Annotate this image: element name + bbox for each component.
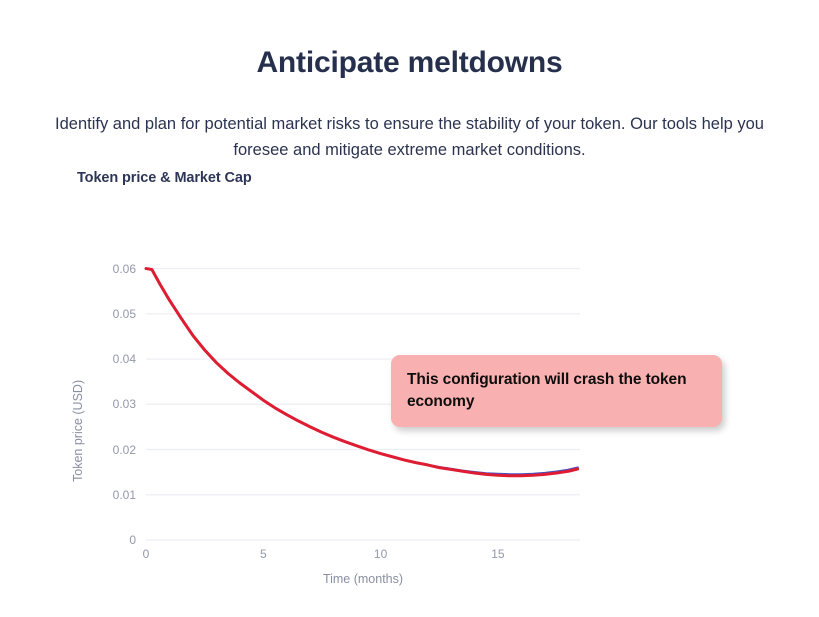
warning-callout: This configuration will crash the token … [391,355,722,427]
y-tick-label: 0 [129,533,136,547]
y-tick-label: 0.01 [112,487,136,502]
series-line [144,267,580,478]
page-title: Anticipate meltdowns [256,46,563,80]
x-tick-label: 0 [142,547,150,561]
page-subtitle: Identify and plan for potential market r… [55,114,764,159]
y-axis-label: Token price (USD) [71,379,85,482]
x-tick-label: 15 [491,547,505,561]
y-tick-label: 0.02 [112,442,136,457]
chart-title: Token price & Market Cap [77,170,252,186]
warning-callout-text: This configuration will crash the token … [407,371,687,410]
y-tick-label: 0.06 [112,261,136,276]
y-tick-label: 0.05 [112,306,136,321]
y-tick-label: 0.03 [112,397,136,412]
x-tick-label: 10 [373,547,388,561]
series-lines [144,267,580,478]
x-axis-label: Time (months) [322,572,404,586]
y-tick-label: 0.04 [112,352,136,367]
chart-container: Token price & Market Cap Token price (US… [0,160,819,617]
x-tick-label: 5 [259,547,267,561]
